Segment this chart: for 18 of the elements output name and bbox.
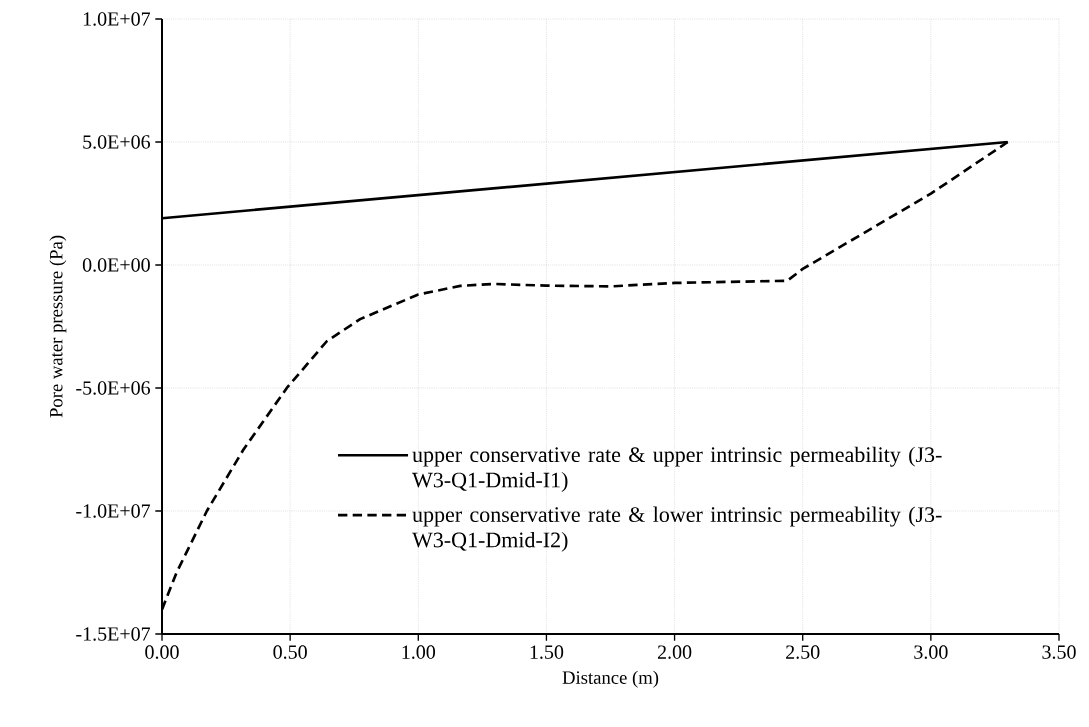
x-tick-label: 2.50 [786,645,820,659]
x-tick-label: 3.00 [914,645,948,659]
x-tick-label: 0.00 [145,645,179,659]
y-axis-title: Pore water pressure (Pa) [49,235,67,418]
legend-label: upper conservative rate & upper intrinsic permeability (J3-W3-Q1-Dmid-I1) [412,446,942,492]
y-tick-label: -1.0E+07 [76,504,151,518]
y-tick-label: 1.0E+07 [83,12,151,26]
legend-label: upper conservative rate & lower intrinsic permeability (J3-W3-Q1-Dmid-I2) [412,506,942,552]
y-tick-label: 5.0E+06 [83,135,151,149]
y-tick-label: 0.0E+00 [82,258,150,272]
x-axis-title: Distance (m) [562,670,659,688]
x-tick-label: 1.00 [402,645,436,659]
y-tick-label: -1.5E+07 [76,627,151,641]
x-tick-label: 2.00 [657,645,692,659]
x-tick-label: 3.50 [1042,645,1076,659]
x-tick-label: 1.50 [530,645,564,659]
x-tick-label: 0.50 [273,645,307,659]
y-tick-label: -5.0E+06 [76,381,151,395]
